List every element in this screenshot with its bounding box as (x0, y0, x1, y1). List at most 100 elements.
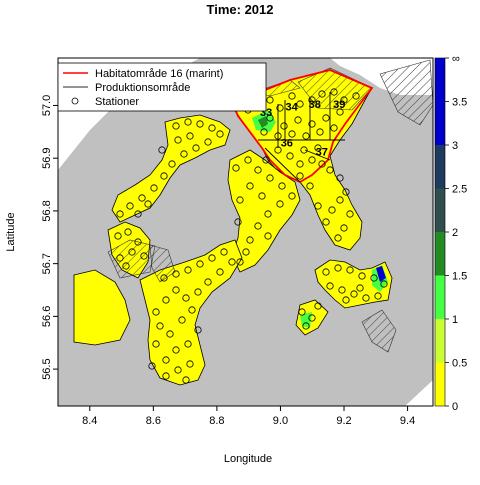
station-marker (156, 322, 164, 330)
station-marker (260, 128, 268, 136)
station-marker (330, 88, 338, 96)
station-marker (350, 290, 358, 298)
colorbar-tick-label: 2 (452, 227, 458, 239)
colorbar-tick-label: 2.5 (452, 184, 467, 196)
x-tick-label: 8.6 (146, 415, 161, 427)
station-marker (336, 174, 344, 182)
station-marker (234, 218, 242, 226)
station-marker (172, 122, 180, 130)
station-marker (264, 210, 272, 218)
colorbar-tick-label: ∞ (452, 53, 460, 65)
station-marker (288, 192, 296, 200)
station-marker (228, 258, 236, 266)
station-marker (182, 294, 190, 302)
station-marker (296, 160, 304, 168)
station-marker (186, 132, 194, 140)
station-marker (318, 160, 326, 168)
station-marker (316, 128, 324, 136)
station-marker (280, 122, 288, 130)
colorbar-tick-label: 1.5 (452, 271, 467, 283)
water-west-arm (111, 114, 231, 223)
production-area-lines (258, 92, 345, 183)
station-marker (266, 174, 274, 182)
open-sea-bottom-right (405, 380, 433, 406)
station-marker (122, 262, 130, 270)
station-marker (124, 228, 132, 236)
station-marker (162, 296, 170, 304)
station-marker (182, 376, 190, 384)
station-marker (342, 188, 350, 196)
station-marker (174, 366, 182, 374)
station-marker (330, 124, 338, 132)
y-axis: 56.5 56.6 56.7 56.8 56.9 57.0 (41, 95, 58, 380)
station-marker (300, 146, 308, 154)
station-marker (374, 292, 382, 300)
station-marker (246, 182, 254, 190)
station-marker (232, 164, 240, 172)
station-marker (318, 90, 326, 98)
station-marker (204, 138, 212, 146)
station-marker (180, 150, 188, 158)
station-marker (266, 114, 274, 122)
y-tick-label: 56.6 (41, 306, 53, 327)
x-tick-label: 9.4 (400, 415, 415, 427)
station-marker (196, 260, 204, 268)
area-label: 36 (281, 138, 293, 150)
station-marker (208, 254, 216, 262)
station-marker (242, 248, 250, 256)
station-marker (236, 196, 244, 204)
x-tick-label: 9.0 (273, 415, 288, 427)
station-marker (356, 284, 364, 292)
station-marker (308, 156, 316, 164)
station-marker (184, 118, 192, 126)
hatched-area-south-east (361, 309, 397, 353)
x-tick-label: 9.2 (336, 415, 351, 427)
colorbar-bin (435, 362, 445, 406)
station-marker (288, 130, 296, 138)
colorbar: 0 0.5 1 1.5 2 2.5 3 3.5 ∞ (434, 53, 467, 413)
colorbar-tick-label: 3.5 (452, 97, 467, 109)
x-axis-label: Longitude (224, 453, 272, 465)
station-marker (246, 236, 254, 244)
station-marker (286, 152, 294, 160)
station-marker (184, 340, 192, 348)
station-marker (346, 210, 354, 218)
station-marker (306, 182, 314, 190)
x-axis: 8.4 8.6 8.8 9.0 9.2 9.4 (82, 406, 415, 427)
y-tick-label: 56.8 (41, 200, 53, 221)
station-marker (340, 224, 348, 232)
station-marker (194, 326, 202, 334)
green-patch-dark (258, 116, 268, 128)
station-marker (342, 296, 350, 304)
station-marker (340, 96, 348, 104)
station-marker (204, 278, 212, 286)
y-tick-label: 56.5 (41, 358, 53, 379)
station-marker (314, 202, 322, 210)
station-marker (208, 124, 216, 132)
colorbar-tick-label: 0.5 (452, 358, 467, 370)
station-marker (128, 248, 136, 256)
station-marker (346, 266, 354, 274)
water-lake-west (73, 269, 131, 346)
colorbar-tick-label: 3 (452, 140, 458, 152)
station-marker (308, 314, 316, 322)
legend-station-swatch (71, 97, 79, 105)
station-marker (220, 248, 228, 256)
station-marker (162, 372, 170, 380)
y-tick-label: 56.7 (41, 253, 53, 274)
station-marker (196, 120, 204, 128)
station-marker (216, 130, 224, 138)
colorbar-bin (435, 145, 445, 189)
station-marker (254, 166, 262, 174)
station-marker (266, 96, 274, 104)
station-marker (288, 92, 296, 100)
station-marker (276, 104, 284, 112)
station-marker (302, 322, 310, 330)
station-marker (322, 218, 330, 226)
station-marker (178, 316, 186, 324)
station-marker (134, 210, 142, 218)
station-marker (334, 264, 342, 272)
station-marker (302, 132, 310, 140)
habitat-boundary (230, 69, 374, 184)
legend-habitat-label: Habitatområde 16 (marint) (95, 68, 223, 80)
